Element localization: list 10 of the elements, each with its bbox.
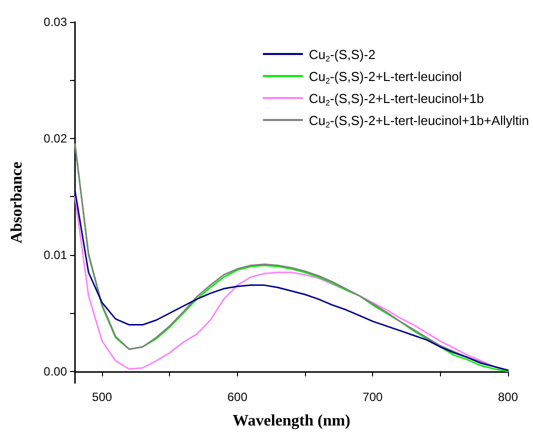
y-tick-label: 0.03 [44, 15, 68, 29]
y-axis-title: Absorbance [8, 162, 26, 244]
y-tick-label: 0.02 [44, 131, 68, 146]
y-tick-label: 0.01 [44, 248, 68, 262]
x-tick-label: 800 [498, 390, 518, 404]
x-tick-label: 700 [362, 390, 384, 404]
y-tick-label: 0.00 [44, 364, 68, 378]
x-tick-label: 500 [92, 390, 112, 404]
x-tick-label: 600 [227, 390, 248, 404]
x-axis-title: Wavelength (nm) [232, 412, 350, 430]
